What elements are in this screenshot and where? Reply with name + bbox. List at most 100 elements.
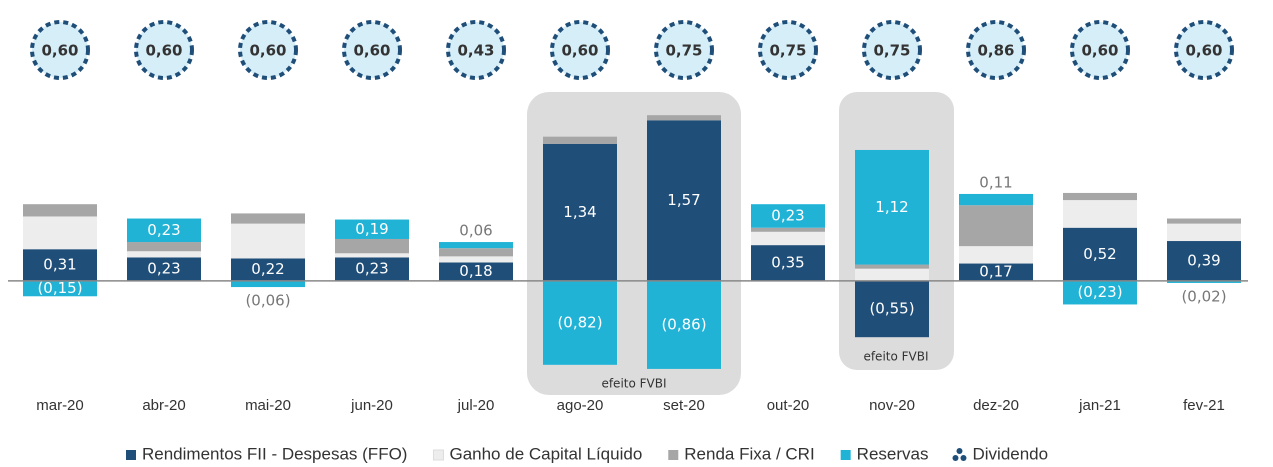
bar-segment <box>231 280 305 288</box>
bar-segment <box>855 149 929 265</box>
x-tick-label: ago-20 <box>557 397 604 414</box>
bar-segment <box>335 219 409 239</box>
legend-dot <box>956 448 963 454</box>
bar-segment <box>439 248 513 257</box>
bar-segment <box>231 213 305 224</box>
bar-segment <box>543 143 617 281</box>
dividend-label: 0,75 <box>873 42 910 60</box>
bar-segment <box>647 115 721 121</box>
value-label: 0,11 <box>979 173 1012 191</box>
value-label: 1,57 <box>667 191 700 209</box>
x-tick-label: nov-20 <box>869 397 915 414</box>
bar-segment <box>1063 192 1137 201</box>
dividend-marker <box>1174 20 1234 80</box>
dividend-marker <box>1070 20 1130 80</box>
bar-segment <box>751 231 825 246</box>
dividend-label: 0,86 <box>977 42 1014 60</box>
bar-segment <box>231 258 305 281</box>
x-tick-label: jan-21 <box>1078 397 1121 414</box>
value-label: 0,23 <box>355 260 388 278</box>
dividend-label: 0,60 <box>561 42 598 60</box>
legend-dot <box>960 455 967 461</box>
bar-segment <box>231 223 305 259</box>
bar-segment <box>855 268 929 281</box>
bar-segment <box>439 262 513 281</box>
annotation: efeito FVBI <box>601 377 666 391</box>
legend-swatch <box>668 450 679 460</box>
legend-label: Reservas <box>857 444 929 463</box>
bar-segment <box>751 227 825 232</box>
dividend-marker <box>134 20 194 80</box>
bar-segment <box>959 246 1033 264</box>
legend-label: Renda Fixa / CRI <box>684 444 814 463</box>
bar-segment <box>1167 280 1241 283</box>
x-tick-label: jun-20 <box>350 397 393 414</box>
value-label: (0,82) <box>557 313 602 331</box>
bar-segment <box>1063 227 1137 281</box>
dividend-marker <box>862 20 922 80</box>
bar-segment <box>1167 218 1241 224</box>
x-tick-label: dez-20 <box>973 397 1019 414</box>
dividend-marker <box>238 20 298 80</box>
value-label: 0,52 <box>1083 245 1116 263</box>
bar-segment <box>959 193 1033 206</box>
bar-segment <box>439 256 513 263</box>
legend-dot <box>952 455 959 461</box>
dividend-label: 0,75 <box>769 42 806 60</box>
dividend-marker <box>758 20 818 80</box>
legend-label: Ganho de Capital Líquido <box>449 444 642 463</box>
dividend-label: 0,75 <box>665 42 702 60</box>
bar-segment <box>335 253 409 258</box>
bar-segment <box>23 204 97 217</box>
value-label: 0,31 <box>43 256 76 274</box>
bar-segment <box>127 242 201 252</box>
dividend-label: 0,60 <box>1081 42 1118 60</box>
dividend-label: 0,60 <box>41 42 78 60</box>
bar-segment <box>23 216 97 250</box>
bar-segment <box>543 280 617 365</box>
bar-segment <box>647 280 721 369</box>
dividend-marker <box>654 20 714 80</box>
dividend-marker <box>446 20 506 80</box>
value-label: 0,23 <box>147 260 180 278</box>
bar-segment <box>1063 280 1137 305</box>
dividend-label: 0,43 <box>457 42 494 60</box>
x-tick-label: set-20 <box>663 397 705 414</box>
value-label: 1,12 <box>875 198 908 216</box>
bar-segment <box>23 280 97 297</box>
annotation: efeito FVBI <box>863 350 928 364</box>
dividend-marker <box>550 20 610 80</box>
value-label: (0,86) <box>661 315 706 333</box>
value-label: (0,06) <box>245 292 290 310</box>
value-label: (0,02) <box>1181 287 1226 305</box>
dividend-label: 0,60 <box>145 42 182 60</box>
bar-segment <box>335 238 409 254</box>
value-label: 0,18 <box>459 262 492 280</box>
value-label: 0,06 <box>459 222 492 240</box>
legend-label: Dividendo <box>972 444 1048 463</box>
value-label: 0,22 <box>251 260 284 278</box>
bar-segment <box>1063 200 1137 228</box>
bar-segment <box>23 249 97 281</box>
x-tick-label: out-20 <box>767 397 810 414</box>
dividend-label: 0,60 <box>353 42 390 60</box>
value-label: 0,39 <box>1187 251 1220 269</box>
dividend-label: 0,60 <box>1185 42 1222 60</box>
bar-segment <box>751 204 825 228</box>
bar-segment <box>647 120 721 281</box>
bar-segment <box>751 245 825 281</box>
value-label: (0,15) <box>37 279 82 297</box>
legend-swatch <box>952 448 967 461</box>
x-tick-label: fev-21 <box>1183 397 1225 414</box>
bar-segment <box>127 257 201 281</box>
dividend-marker <box>30 20 90 80</box>
value-label: 0,23 <box>147 221 180 239</box>
bar-segment <box>543 136 617 144</box>
dividend-marker <box>342 20 402 80</box>
value-label: 0,19 <box>355 220 388 238</box>
legend-swatch <box>432 449 444 461</box>
bar-segment <box>1167 241 1241 281</box>
bar-segment <box>1167 223 1241 242</box>
value-label: (0,55) <box>869 300 914 318</box>
